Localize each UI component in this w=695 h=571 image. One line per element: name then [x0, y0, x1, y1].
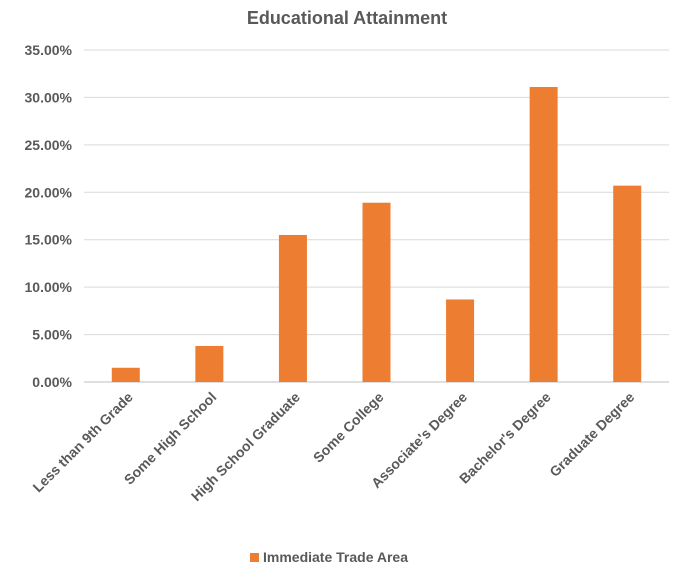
bar: [446, 299, 475, 382]
bar: [278, 234, 307, 382]
y-axis-tick-labels: 0.00% 5.00% 10.00% 15.00% 20.00% 25.00% 30.00%…: [25, 42, 73, 390]
y-tick-label: 5.00%: [32, 327, 72, 343]
y-tick-label: 35.00%: [25, 42, 73, 58]
x-category-label: Bachelor's Degree: [456, 389, 554, 487]
bar: [613, 185, 642, 382]
bar: [195, 345, 224, 382]
bars: [111, 86, 642, 382]
y-tick-label: 10.00%: [25, 279, 73, 295]
y-tick-label: 25.00%: [25, 137, 73, 153]
y-tick-label: 15.00%: [25, 232, 73, 248]
bar: [529, 86, 558, 382]
bar: [111, 367, 140, 382]
y-tick-label: 30.00%: [25, 89, 73, 105]
chart-title: Educational Attainment: [247, 8, 447, 28]
bar: [362, 202, 391, 382]
x-category-label: Graduate Degree: [546, 389, 637, 480]
legend: Immediate Trade Area: [250, 549, 408, 565]
legend-label: Immediate Trade Area: [263, 549, 408, 565]
x-category-label: Less than 9th Grade: [29, 389, 136, 496]
x-category-label: Some High School: [121, 389, 220, 488]
x-category-label: Some College: [310, 389, 387, 466]
legend-swatch: [250, 553, 259, 562]
y-tick-label: 20.00%: [25, 184, 73, 200]
y-tick-label: 0.00%: [32, 374, 72, 390]
